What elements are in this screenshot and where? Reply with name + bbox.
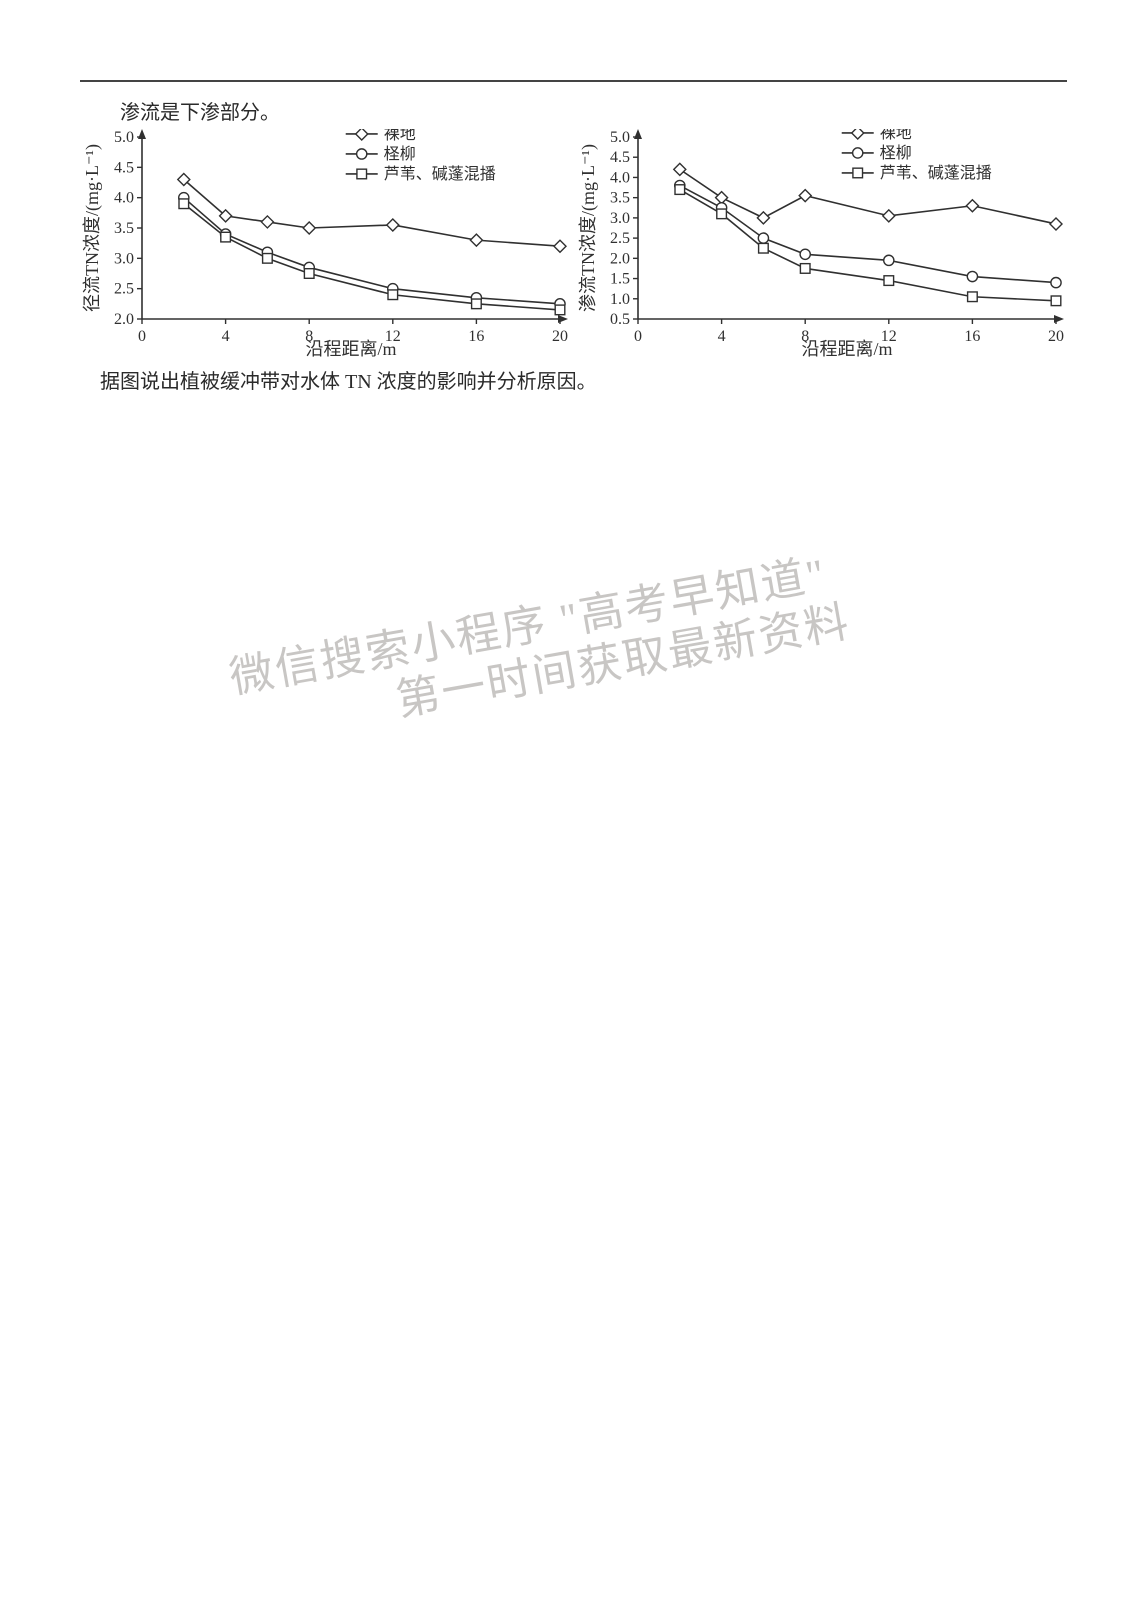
svg-text:3.0: 3.0 <box>114 250 134 267</box>
watermark-line2: 第一时间获取最新资料 <box>392 597 854 727</box>
svg-text:3.0: 3.0 <box>610 210 630 227</box>
svg-text:4: 4 <box>718 328 726 345</box>
svg-text:2.0: 2.0 <box>114 311 134 328</box>
svg-text:裸地: 裸地 <box>880 129 912 142</box>
intro-text: 渗流是下渗部分。 <box>120 96 1067 125</box>
svg-text:20: 20 <box>1048 328 1064 345</box>
svg-text:3.5: 3.5 <box>114 220 134 237</box>
svg-text:沿程距离/m: 沿程距离/m <box>801 339 892 359</box>
caption-text: 据图说出植被缓冲带对水体 TN 浓度的影响并分析原因。 <box>100 365 1067 394</box>
svg-text:沿程距离/m: 沿程距离/m <box>305 339 396 359</box>
top-rule <box>80 80 1067 82</box>
svg-text:4.0: 4.0 <box>114 190 134 207</box>
svg-text:1.0: 1.0 <box>610 291 630 308</box>
svg-text:5.0: 5.0 <box>610 129 630 146</box>
chart-left-svg: 2.02.53.03.54.04.55.0048121620径流TN浓度/(mg… <box>80 129 570 359</box>
chart-right-svg: 0.51.01.52.02.53.03.54.04.55.0048121620渗… <box>576 129 1066 359</box>
svg-text:2.5: 2.5 <box>610 230 630 247</box>
svg-text:裸地: 裸地 <box>384 129 416 143</box>
svg-text:4.0: 4.0 <box>610 169 630 186</box>
svg-text:柽柳: 柽柳 <box>384 145 416 163</box>
page-root: 渗流是下渗部分。 2.02.53.03.54.04.55.0048121620径… <box>0 0 1147 1619</box>
svg-text:1.5: 1.5 <box>610 271 630 288</box>
watermark-line1: 微信搜索小程序 "高考早知道" <box>226 547 845 704</box>
svg-text:芦苇、碱蓬混播: 芦苇、碱蓬混播 <box>880 164 992 182</box>
chart-right: 0.51.01.52.02.53.03.54.04.55.0048121620渗… <box>576 129 1066 359</box>
svg-text:径流TN浓度/(mg·L⁻¹): 径流TN浓度/(mg·L⁻¹) <box>82 144 103 312</box>
svg-text:0: 0 <box>634 328 642 345</box>
svg-text:渗流TN浓度/(mg·L⁻¹): 渗流TN浓度/(mg·L⁻¹) <box>578 144 599 312</box>
svg-text:16: 16 <box>468 328 484 345</box>
watermark: 微信搜索小程序 "高考早知道" 第一时间获取最新资料 <box>226 547 854 754</box>
charts-row: 2.02.53.03.54.04.55.0048121620径流TN浓度/(mg… <box>80 129 1067 359</box>
svg-text:柽柳: 柽柳 <box>880 144 912 162</box>
svg-text:芦苇、碱蓬混播: 芦苇、碱蓬混播 <box>384 165 496 183</box>
svg-text:0: 0 <box>138 328 146 345</box>
svg-text:4: 4 <box>222 328 230 345</box>
svg-text:4.5: 4.5 <box>114 159 134 176</box>
svg-text:5.0: 5.0 <box>114 129 134 146</box>
svg-text:20: 20 <box>552 328 568 345</box>
svg-text:2.0: 2.0 <box>610 250 630 267</box>
svg-text:4.5: 4.5 <box>610 149 630 166</box>
chart-left: 2.02.53.03.54.04.55.0048121620径流TN浓度/(mg… <box>80 129 570 359</box>
svg-text:3.5: 3.5 <box>610 190 630 207</box>
svg-text:16: 16 <box>964 328 980 345</box>
svg-text:0.5: 0.5 <box>610 311 630 328</box>
svg-text:2.5: 2.5 <box>114 281 134 298</box>
